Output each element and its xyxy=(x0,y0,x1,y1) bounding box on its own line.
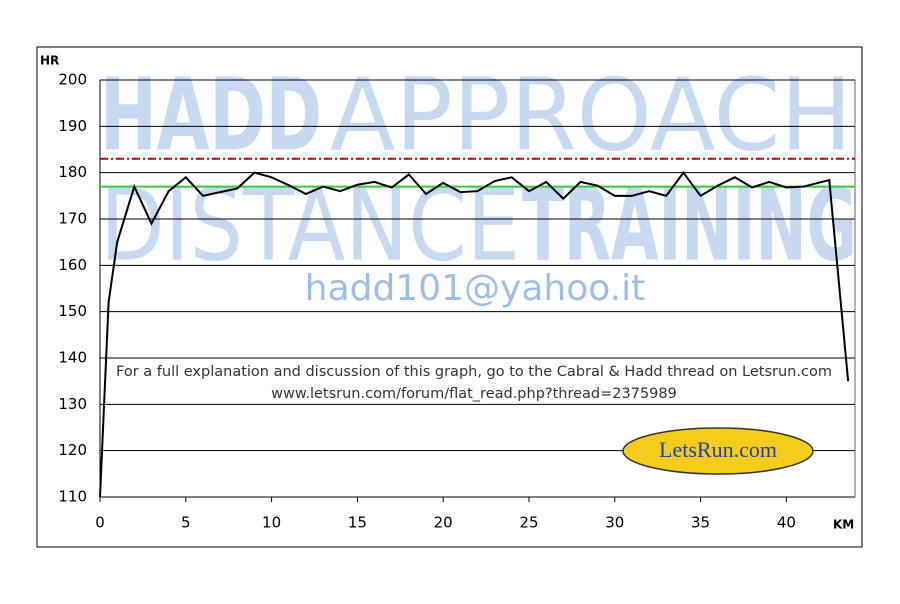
logo-text: LetsRun.com xyxy=(659,437,777,462)
y-tick-label: 120 xyxy=(58,441,87,459)
y-axis-label: HR xyxy=(40,54,59,68)
x-tick-label: 15 xyxy=(348,514,367,532)
x-tick-label: 30 xyxy=(605,514,624,532)
x-tick-label: 0 xyxy=(95,514,105,532)
x-tick-label: 20 xyxy=(434,514,453,532)
x-tick-label: 40 xyxy=(777,514,796,532)
x-tick-label: 35 xyxy=(691,514,710,532)
y-tick-label: 110 xyxy=(58,488,87,506)
watermark-email: hadd101@yahoo.it xyxy=(305,268,645,309)
y-tick-label: 140 xyxy=(58,349,87,367)
watermark-text: APPROACH xyxy=(330,56,852,173)
annotation: For a full explanation and discussion of… xyxy=(116,364,832,380)
y-tick-label: 170 xyxy=(58,210,87,228)
annotation: www.letsrun.com/forum/flat_read.php?thre… xyxy=(271,386,677,402)
y-tick-label: 130 xyxy=(58,395,87,413)
y-tick-label: 190 xyxy=(58,117,87,135)
plot-border xyxy=(99,79,856,498)
y-tick-label: 160 xyxy=(58,256,87,274)
y-tick-label: 150 xyxy=(58,302,87,320)
x-tick-label: 5 xyxy=(181,514,191,532)
y-tick-label: 180 xyxy=(58,163,87,181)
annotations: For a full explanation and discussion of… xyxy=(116,364,832,475)
x-tick-label: 10 xyxy=(262,514,281,532)
logo-badge xyxy=(622,427,814,475)
x-tick-label: 25 xyxy=(519,514,538,532)
plot xyxy=(99,157,855,498)
y-tick-label: 200 xyxy=(58,71,87,89)
x-axis-label: KM xyxy=(833,518,854,532)
watermark-text: HADD xyxy=(100,56,322,173)
data-line xyxy=(99,170,850,498)
